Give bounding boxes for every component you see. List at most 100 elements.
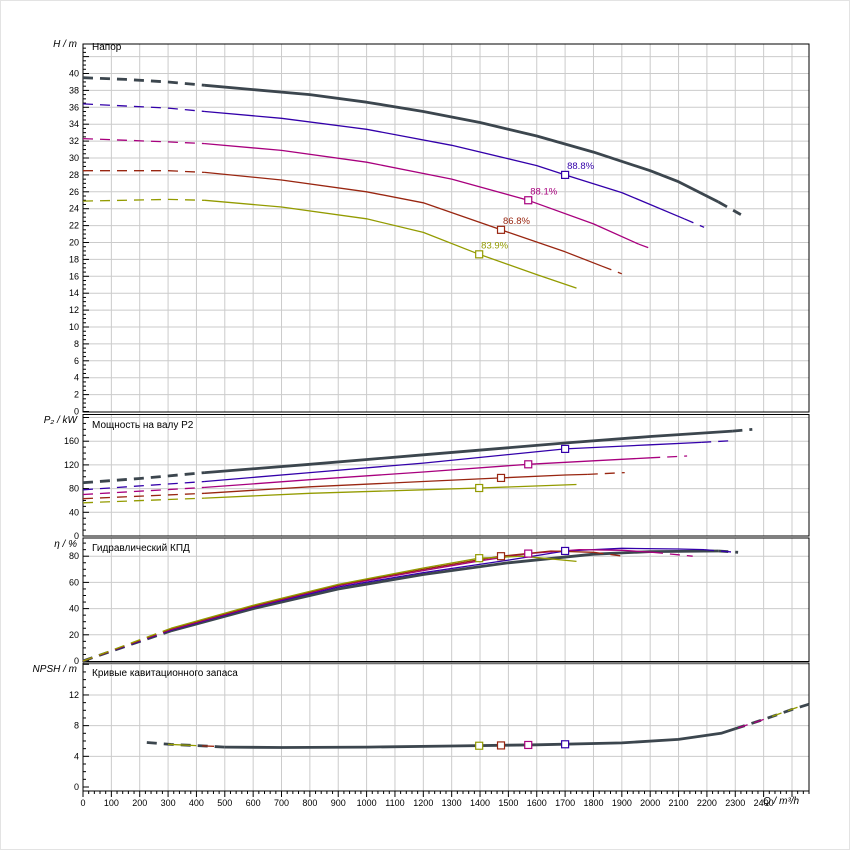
y-tick-label: 8 bbox=[74, 339, 79, 349]
y-tick-label: 4 bbox=[74, 373, 79, 383]
x-tick-label: 800 bbox=[302, 798, 317, 808]
curve-power-dark bbox=[82, 471, 206, 485]
efficiency-axis-label: η / % bbox=[54, 539, 77, 550]
duty-marker-efficiency-olive bbox=[475, 554, 484, 563]
curve-power-magenta bbox=[650, 455, 688, 459]
x-tick-label: 900 bbox=[331, 798, 346, 808]
curve-power-olive bbox=[82, 497, 205, 504]
curve-head-olive bbox=[204, 199, 577, 289]
y-tick-label: 18 bbox=[69, 254, 79, 264]
curve-power-blue bbox=[204, 441, 702, 483]
y-tick-label: 12 bbox=[69, 305, 79, 315]
panel-frame-efficiency bbox=[82, 537, 810, 662]
y-tick-label: 0 bbox=[74, 407, 79, 417]
curve-head-dark bbox=[717, 200, 742, 216]
curve-efficiency-magenta bbox=[652, 551, 693, 557]
y-tick-label: 20 bbox=[69, 630, 79, 640]
curve-power-red bbox=[204, 473, 588, 494]
duty-marker-npsh-red-marker-carrier bbox=[496, 741, 506, 750]
duty-marker-efficiency-red bbox=[496, 552, 506, 561]
efficiency-label-blue: 88.8% bbox=[567, 161, 594, 172]
x-tick-label: 1000 bbox=[357, 798, 377, 808]
panel-frame-power bbox=[82, 414, 810, 537]
y-tick-label: 26 bbox=[69, 187, 79, 197]
curve-efficiency-blue bbox=[704, 548, 736, 553]
curve-npsh-magenta-tail bbox=[737, 716, 770, 729]
efficiency-label-olive: 83.9% bbox=[481, 240, 508, 251]
x-tick-label: 1500 bbox=[498, 798, 518, 808]
curve-head-magenta bbox=[82, 137, 205, 145]
y-tick-label: 36 bbox=[69, 102, 79, 112]
x-tick-label: 2000 bbox=[640, 798, 660, 808]
duty-marker-npsh-magenta-marker-carrier bbox=[524, 740, 533, 750]
y-tick-label: 12 bbox=[69, 690, 79, 700]
y-tick-label: 40 bbox=[69, 604, 79, 614]
head-panel-title: Напор bbox=[92, 42, 122, 53]
y-tick-label: 80 bbox=[69, 551, 79, 561]
npsh-axis-label: NPSH / m bbox=[32, 664, 77, 675]
duty-marker-head-magenta bbox=[524, 196, 533, 205]
duty-marker-efficiency-blue bbox=[561, 546, 570, 556]
curve-npsh-olive-fleck bbox=[168, 743, 197, 747]
y-tick-label: 20 bbox=[69, 238, 79, 248]
panel-frame-head bbox=[82, 43, 810, 413]
curve-head-olive bbox=[82, 198, 205, 202]
y-tick-label: 24 bbox=[69, 204, 79, 214]
curve-efficiency-red bbox=[82, 628, 172, 662]
duty-marker-head-red bbox=[496, 225, 506, 234]
power-axis-label: P₂ / kW bbox=[43, 415, 77, 426]
y-tick-label: 38 bbox=[69, 85, 79, 95]
x-tick-label: 100 bbox=[104, 798, 119, 808]
x-tick-label: 2300 bbox=[725, 798, 745, 808]
x-tick-label: 1900 bbox=[612, 798, 632, 808]
x-tick-label: 1400 bbox=[470, 798, 490, 808]
x-tick-label: 400 bbox=[189, 798, 204, 808]
y-tick-label: 6 bbox=[74, 356, 79, 366]
efficiency-label-magenta: 88.1% bbox=[530, 186, 557, 197]
panel-frame-npsh bbox=[82, 662, 810, 792]
curve-power-red bbox=[82, 492, 205, 500]
y-tick-label: 32 bbox=[69, 136, 79, 146]
x-tick-label: 600 bbox=[246, 798, 261, 808]
y-tick-label: 8 bbox=[74, 721, 79, 731]
curve-head-dark bbox=[204, 83, 719, 204]
x-tick-label: 2100 bbox=[669, 798, 689, 808]
head-axis-label: H / m bbox=[53, 39, 77, 50]
curve-head-blue bbox=[82, 103, 205, 113]
y-tick-label: 10 bbox=[69, 322, 79, 332]
curve-efficiency-olive bbox=[170, 555, 577, 629]
duty-marker-npsh-blue-marker-carrier bbox=[561, 740, 570, 749]
x-tick-label: 1600 bbox=[527, 798, 547, 808]
curve-power-magenta bbox=[204, 457, 651, 489]
y-tick-label: 4 bbox=[74, 751, 79, 761]
power-panel-title: Мощность на валу P2 bbox=[92, 420, 194, 431]
duty-marker-head-olive bbox=[475, 250, 484, 259]
y-tick-label: 2 bbox=[74, 390, 79, 400]
x-tick-label: 1700 bbox=[555, 798, 575, 808]
y-tick-label: 40 bbox=[69, 507, 79, 517]
y-tick-label: 0 bbox=[74, 782, 79, 792]
curve-efficiency-olive bbox=[82, 627, 172, 662]
curve-npsh-dark bbox=[734, 702, 810, 731]
curve-npsh-dark bbox=[224, 727, 736, 749]
duty-marker-efficiency-magenta bbox=[524, 549, 533, 558]
curve-head-red bbox=[601, 265, 623, 275]
curve-efficiency-red bbox=[593, 551, 624, 557]
y-tick-label: 120 bbox=[64, 460, 79, 470]
x-tick-label: 200 bbox=[132, 798, 147, 808]
x-tick-label: 300 bbox=[161, 798, 176, 808]
curve-power-magenta bbox=[82, 486, 205, 496]
curve-head-red bbox=[83, 170, 205, 174]
x-tick-label: 1300 bbox=[442, 798, 462, 808]
x-tick-label: 1100 bbox=[385, 798, 404, 808]
npsh-panel-title: Кривые кавитационного запаса bbox=[92, 668, 238, 679]
duty-marker-power-olive bbox=[475, 483, 484, 493]
y-tick-label: 30 bbox=[69, 153, 79, 163]
curve-head-dark bbox=[82, 76, 206, 87]
curve-head-blue bbox=[683, 218, 705, 228]
y-tick-label: 28 bbox=[69, 170, 79, 180]
curve-power-blue bbox=[82, 480, 205, 491]
curve-power-dark bbox=[732, 428, 753, 433]
